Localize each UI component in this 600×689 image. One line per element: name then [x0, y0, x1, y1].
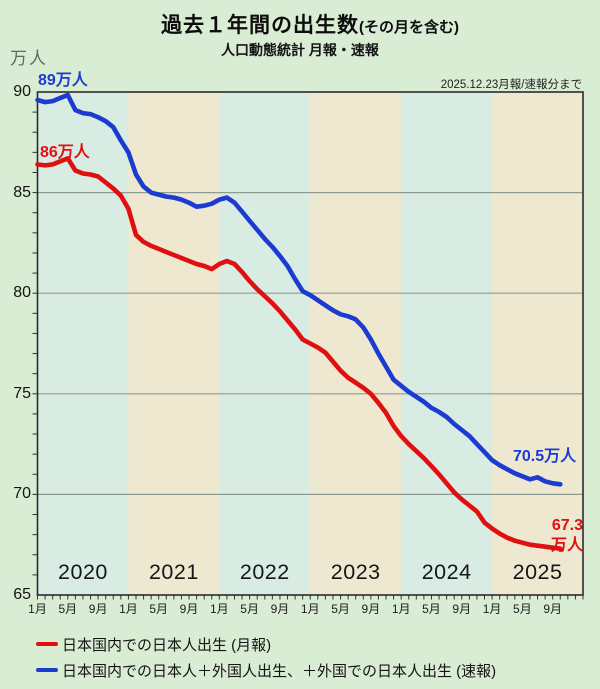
- month-label-2025-9月: 9月: [543, 602, 563, 616]
- month-label-2024-1月: 1月: [391, 602, 411, 616]
- month-label-2023-5月: 5月: [331, 602, 350, 616]
- chart-title: 過去１年間の出生数(その月を含む): [0, 9, 600, 39]
- red-series-line: [35, 156, 563, 552]
- month-label-2024-5月: 5月: [422, 602, 441, 616]
- month-label-2023-1月: 1月: [300, 602, 320, 616]
- annotation-blue-start-value: 89万人: [38, 72, 88, 89]
- year-band-2021: [128, 92, 220, 595]
- year-band-2023: [310, 92, 402, 595]
- y-tick-label-80: 80: [13, 284, 31, 302]
- blue-series-line: [35, 92, 563, 487]
- annotation-blue-end-value: 70.5万人: [513, 448, 577, 465]
- red-line-marker: [36, 641, 58, 647]
- month-label-2021-9月: 9月: [179, 602, 199, 616]
- legend-label-preliminary-report: 日本国内での日本人＋外国人出生、＋外国での日本人出生 (速報): [62, 662, 497, 680]
- month-label-2020-5月: 5月: [58, 602, 78, 616]
- month-label-2022-5月: 5月: [240, 602, 259, 616]
- annotation-red-end-unit: 万人: [550, 537, 583, 554]
- plot-frame: [36, 91, 584, 596]
- chart-title-paren: (その月を含む): [359, 19, 459, 36]
- month-label-2022-9月: 9月: [270, 602, 290, 616]
- month-label-2025-5月: 5月: [513, 602, 532, 616]
- chart-subtitle: 人口動態統計 月報・速報: [221, 42, 379, 58]
- year-label-2022: 2022: [239, 560, 290, 584]
- y-tick-label-75: 75: [13, 384, 31, 402]
- y-axis-unit-label: 万人: [10, 49, 48, 68]
- month-label-2021-5月: 5月: [149, 602, 169, 616]
- year-band-2025: [492, 92, 583, 595]
- month-label-2020-1月: 1月: [28, 602, 47, 616]
- month-label-2021-1月: 1月: [119, 602, 138, 616]
- year-label-2021: 2021: [148, 560, 199, 584]
- year-label-2023: 2023: [330, 560, 381, 584]
- year-label-2025: 2025: [512, 560, 563, 584]
- data-coverage-note: 2025.12.23月報/速報分まで: [440, 79, 582, 91]
- year-label-2024: 2024: [421, 560, 472, 584]
- year-label-2020: 2020: [58, 560, 108, 584]
- y-tick-label-65: 65: [13, 586, 31, 603]
- chart-title-main: 過去１年間の出生数: [161, 14, 359, 37]
- year-band-2024: [401, 92, 493, 595]
- y-tick-label-90: 90: [13, 83, 31, 100]
- legend-item-monthly-report: 日本国内での日本人出生 (月報): [36, 631, 496, 657]
- y-tick-label-85: 85: [13, 183, 31, 201]
- y-tick-label-70: 70: [13, 485, 31, 503]
- legend-item-preliminary-report: 日本国内での日本人＋外国人出生、＋外国での日本人出生 (速報): [36, 657, 496, 683]
- month-label-2022-1月: 1月: [209, 602, 229, 616]
- month-label-2023-9月: 9月: [361, 602, 381, 616]
- legend-label-monthly-report: 日本国内での日本人出生 (月報): [62, 636, 272, 654]
- blue-line-marker: [36, 667, 58, 673]
- legend: 日本国内での日本人出生 (月報) 日本国内での日本人＋外国人出生、＋外国での日本…: [36, 631, 496, 683]
- month-label-2025-1月: 1月: [482, 602, 502, 616]
- year-band-2022: [219, 92, 311, 595]
- month-label-2020-9月: 9月: [88, 602, 108, 616]
- month-label-2024-9月: 9月: [452, 602, 472, 616]
- annotation-red-start-value: 86万人: [40, 144, 90, 161]
- annotation-red-end-value: 67.3 万人: [551, 516, 583, 556]
- year-band-2020: [37, 92, 129, 595]
- annotation-red-end-number: 67.3: [551, 517, 583, 534]
